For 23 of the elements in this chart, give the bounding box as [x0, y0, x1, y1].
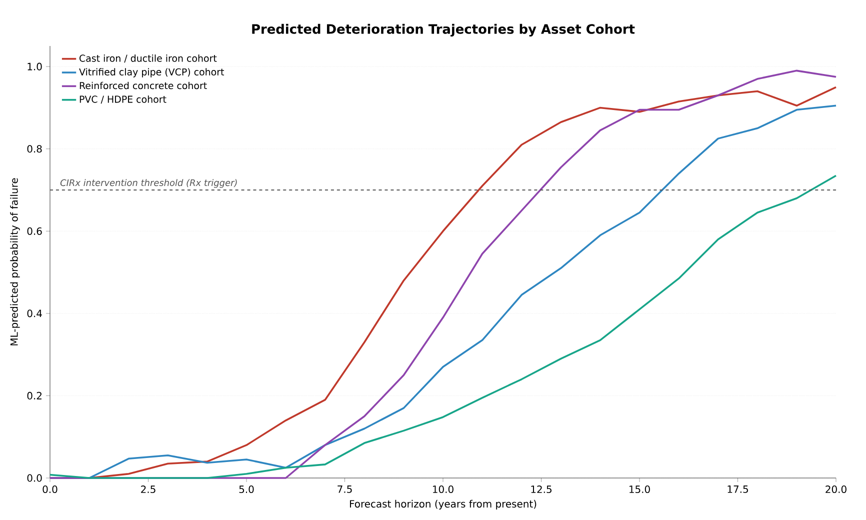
x-tick-label: 20.0	[826, 486, 846, 494]
legend-label: Reinforced concrete cohort	[80, 82, 207, 90]
x-tick-label: 12.5	[531, 486, 552, 494]
x-tick-label: 5.0	[239, 486, 254, 494]
x-tick-label: 15.0	[630, 486, 650, 494]
ref-line-label: CIRx intervention threshold (Rx trigger)	[60, 179, 237, 188]
x-tick-label: 2.5	[141, 486, 156, 494]
y-tick-label: 1.0	[28, 62, 42, 70]
y-tick-label: 0.0	[27, 474, 42, 482]
legend-label: Cast iron / ductile iron cohort	[80, 54, 217, 63]
x-tick-label: 17.5	[728, 486, 748, 493]
y-tick-label: 0.2	[27, 392, 42, 400]
y-axis-title: ML-predicted probability of failure	[10, 178, 20, 346]
x-tick-label: 7.5	[338, 486, 352, 493]
y-tick-label: 0.4	[27, 310, 42, 318]
y-tick-label: 0.6	[27, 227, 42, 235]
x-axis-title: Forecast horizon (years from present)	[350, 500, 536, 510]
x-tick-label: 10.0	[433, 486, 454, 494]
legend-label: Vitrified clay pipe (VCP) cohort	[79, 68, 224, 78]
x-tick-label: 0.0	[42, 486, 58, 494]
legend-label: PVC / HDPE cohort	[80, 96, 166, 104]
chart-title: Predicted Deterioration Trajectories by Asset Cohort	[252, 24, 635, 36]
y-tick-label: 0.8	[27, 145, 42, 153]
